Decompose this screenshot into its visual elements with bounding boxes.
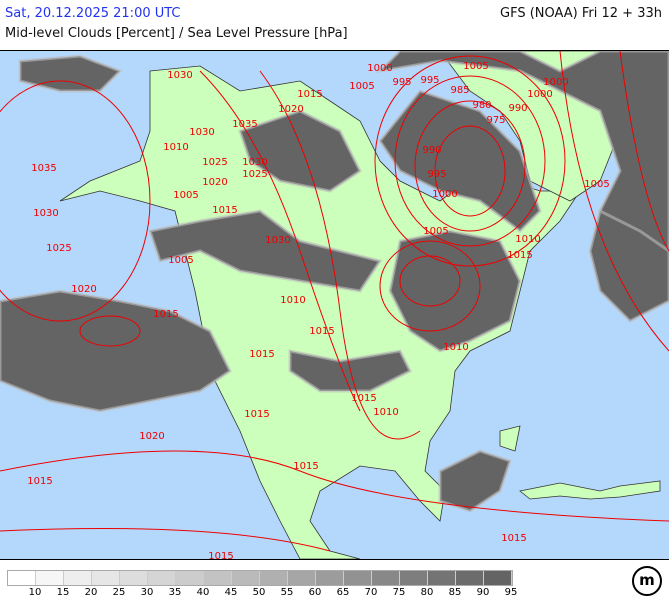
isobar-label: 1000 — [527, 89, 552, 100]
cloud-legend — [7, 570, 513, 586]
isobar-labels: 1030101510051000995100510009959859901000… — [27, 61, 609, 560]
meteoblue-logo: m — [632, 566, 662, 596]
isobar-label: 1035 — [31, 163, 56, 174]
legend-tick: 30 — [140, 587, 154, 598]
legend-swatch — [344, 571, 372, 585]
isobar-label: 1025 — [46, 243, 71, 254]
isobar-label: 1030 — [167, 70, 192, 81]
isobar-label: 1010 — [515, 234, 540, 245]
isobar-label: 1030 — [265, 235, 290, 246]
legend-swatch — [484, 571, 512, 585]
legend-tick: 80 — [420, 587, 434, 598]
legend-swatch — [36, 571, 64, 585]
legend-tick: 45 — [224, 587, 238, 598]
isobar-label: 1010 — [443, 342, 468, 353]
isobar-label: 985 — [450, 85, 469, 96]
weather-map[interactable]: 1030101510051000995100510009959859901000… — [0, 50, 669, 560]
legend-swatch — [64, 571, 92, 585]
legend-swatch — [176, 571, 204, 585]
legend-tick: 20 — [84, 587, 98, 598]
valid-time: Sat, 20.12.2025 21:00 UTC — [5, 6, 181, 21]
legend-tick: 50 — [252, 587, 266, 598]
legend-swatch — [232, 571, 260, 585]
legend-tick: 25 — [112, 587, 126, 598]
legend-swatch — [148, 571, 176, 585]
legend-swatch — [428, 571, 456, 585]
legend-swatch — [92, 571, 120, 585]
legend-tick: 35 — [168, 587, 182, 598]
parameter-title: Mid-level Clouds [Percent] / Sea Level P… — [5, 26, 348, 41]
legend-swatch — [288, 571, 316, 585]
isobar-label: 1005 — [168, 255, 193, 266]
isobar-label: 1015 — [501, 533, 526, 544]
legend-swatch — [204, 571, 232, 585]
legend-tick: 55 — [280, 587, 294, 598]
isobar-label: 1015 — [351, 393, 376, 404]
isobar-label: 995 — [420, 75, 439, 86]
isobar-label: 1020 — [139, 431, 164, 442]
model-run: GFS (NOAA) Fri 12 + 33h — [500, 6, 662, 21]
legend-swatch — [260, 571, 288, 585]
legend-tick: 10 — [28, 587, 42, 598]
isobar-label: 1015 — [27, 476, 52, 487]
isobar-label: 1020 — [278, 104, 303, 115]
isobar-label: 1015 — [208, 551, 233, 560]
isobar-label: 990 — [422, 145, 441, 156]
isobar-label: 1015 — [212, 205, 237, 216]
isobar-label: 1015 — [297, 89, 322, 100]
legend-swatch — [456, 571, 484, 585]
isobar-label: 1015 — [153, 309, 178, 320]
isobar-label: 995 — [392, 77, 411, 88]
isobar-label: 975 — [486, 115, 505, 126]
isobar-label: 1025 — [202, 157, 227, 168]
isobar-label: 1005 — [349, 81, 374, 92]
isobar-label: 1035 — [232, 119, 257, 130]
isobar-label: 990 — [508, 103, 527, 114]
legend-swatch — [8, 571, 36, 585]
isobar-label: 995 — [427, 169, 446, 180]
isobar-label: 1005 — [173, 190, 198, 201]
isobar-label: 1015 — [293, 461, 318, 472]
isobar-label: 1020 — [71, 284, 96, 295]
isobar-label: 1005 — [463, 61, 488, 72]
legend-tick: 65 — [336, 587, 350, 598]
isobar-label: 1020 — [202, 177, 227, 188]
isobar-label: 1030 — [189, 127, 214, 138]
legend-ticks: 10 15 20 25 30 35 40 45 50 55 60 65 70 75 80 85 90 95 — [0, 587, 669, 599]
isobar-label: 1005 — [423, 226, 448, 237]
isobar-label: 1000 — [543, 77, 568, 88]
legend-swatch — [120, 571, 148, 585]
isobar-label: 1030 — [242, 157, 267, 168]
isobar-label: 980 — [472, 100, 491, 111]
legend-tick: 15 — [56, 587, 70, 598]
isobar-label: 1015 — [244, 409, 269, 420]
legend-swatch — [372, 571, 400, 585]
isobar-label: 1000 — [432, 189, 457, 200]
legend-tick: 75 — [392, 587, 406, 598]
legend-swatch — [316, 571, 344, 585]
isobar-label: 1015 — [249, 349, 274, 360]
legend-tick: 70 — [364, 587, 378, 598]
isobar-label: 1000 — [367, 63, 392, 74]
isobar-label: 1030 — [33, 208, 58, 219]
legend-tick: 95 — [504, 587, 518, 598]
isobar-label: 1025 — [242, 169, 267, 180]
legend-tick: 40 — [196, 587, 210, 598]
isobar-label: 1015 — [309, 326, 334, 337]
isobar-label: 1010 — [280, 295, 305, 306]
legend-tick: 60 — [308, 587, 322, 598]
legend-swatch — [400, 571, 428, 585]
isobar-label: 1015 — [507, 250, 532, 261]
isobar-label: 1005 — [584, 179, 609, 190]
isobar-label: 1010 — [163, 142, 188, 153]
legend-tick: 90 — [476, 587, 490, 598]
isobar-label: 1010 — [373, 407, 398, 418]
isobars — [0, 51, 669, 552]
legend-tick: 85 — [448, 587, 462, 598]
